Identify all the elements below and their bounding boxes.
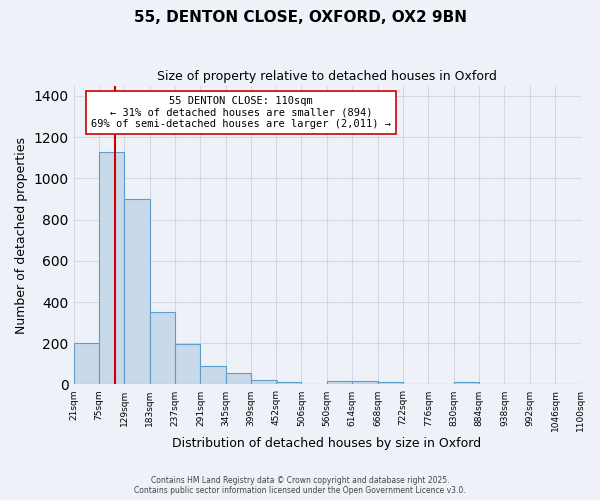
Bar bbox=[251, 380, 277, 384]
Bar bbox=[226, 373, 251, 384]
Bar bbox=[99, 152, 124, 384]
Bar bbox=[124, 199, 149, 384]
Bar bbox=[149, 312, 175, 384]
Text: 55 DENTON CLOSE: 110sqm
← 31% of detached houses are smaller (894)
69% of semi-d: 55 DENTON CLOSE: 110sqm ← 31% of detache… bbox=[91, 96, 391, 129]
Bar bbox=[352, 382, 377, 384]
Bar bbox=[74, 343, 99, 384]
Y-axis label: Number of detached properties: Number of detached properties bbox=[15, 136, 28, 334]
Text: Contains HM Land Registry data © Crown copyright and database right 2025.
Contai: Contains HM Land Registry data © Crown c… bbox=[134, 476, 466, 495]
Bar bbox=[454, 382, 479, 384]
Bar bbox=[175, 344, 200, 385]
Bar bbox=[377, 382, 403, 384]
Bar bbox=[200, 366, 226, 384]
Bar bbox=[327, 382, 352, 384]
Title: Size of property relative to detached houses in Oxford: Size of property relative to detached ho… bbox=[157, 70, 497, 83]
X-axis label: Distribution of detached houses by size in Oxford: Distribution of detached houses by size … bbox=[172, 437, 482, 450]
Bar bbox=[276, 382, 301, 384]
Text: 55, DENTON CLOSE, OXFORD, OX2 9BN: 55, DENTON CLOSE, OXFORD, OX2 9BN bbox=[133, 10, 467, 25]
